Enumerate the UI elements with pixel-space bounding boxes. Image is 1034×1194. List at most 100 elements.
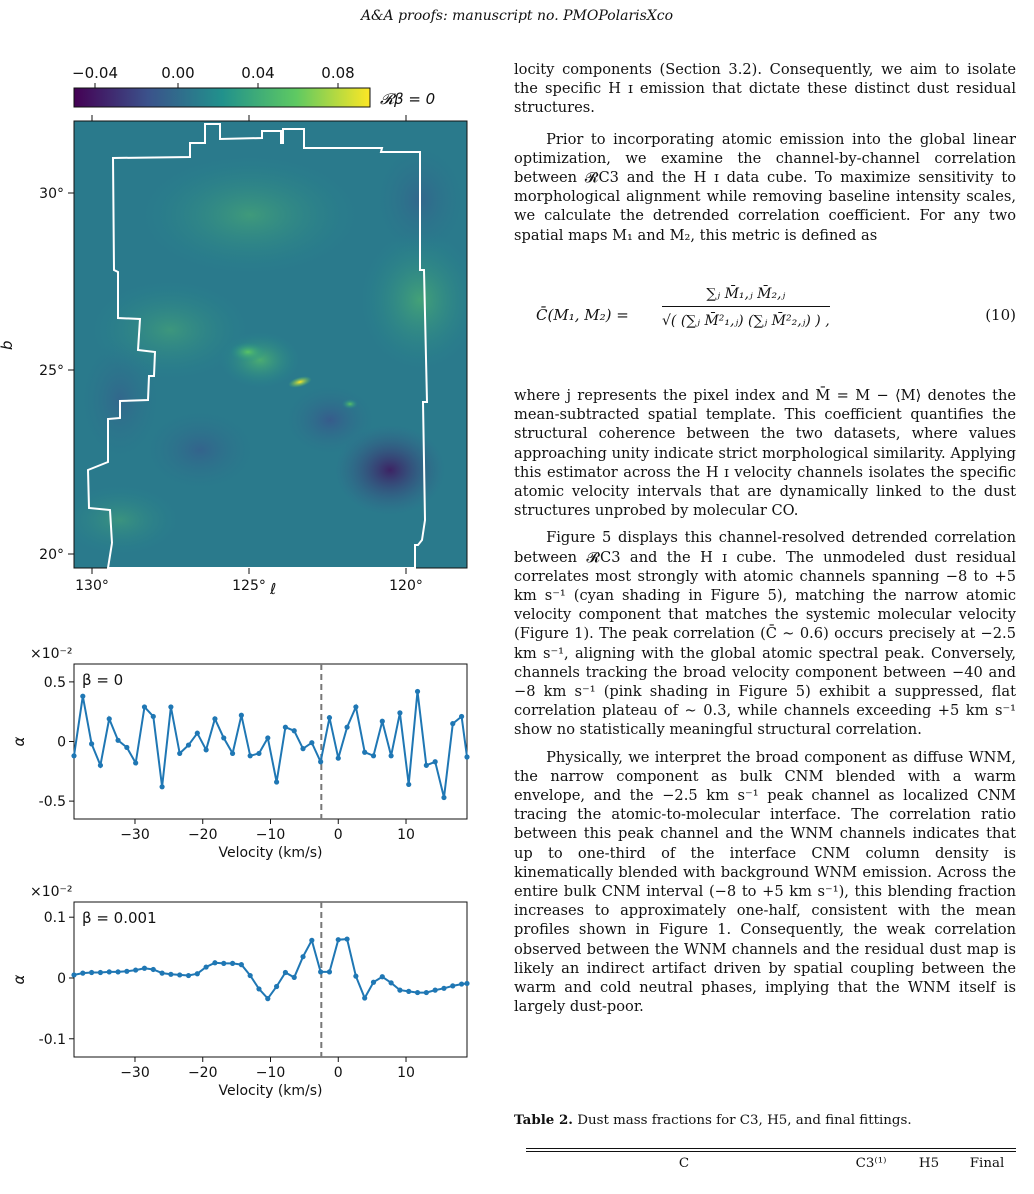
dust-residual-map [74,121,467,568]
eq-denominator: √( (∑ⱼ M̄²₁,ⱼ) (∑ⱼ M̄²₂,ⱼ) ) , [662,313,830,329]
alpha-point [106,969,112,975]
alpha-point [379,974,385,980]
eq-fraction: ∑ⱼ M̄₁,ⱼ M̄₂,ⱼ √( (∑ⱼ M̄²₁,ⱼ) (∑ⱼ M̄²₂,ⱼ… [662,282,830,329]
map-xlabel: ℓ [269,580,276,598]
table-col-0: C [678,1156,690,1171]
alpha-point [423,762,429,768]
alpha-point [273,779,280,785]
alpha-point [141,704,148,710]
x-axis-label: Velocity (km/s) [218,1083,322,1099]
alpha-point [326,969,333,975]
beta-annotation: β = 0.001 [82,909,157,927]
colorbar-tick-label: −0.04 [72,64,118,82]
y-tick-label: 0.1 [44,910,66,926]
alpha-chart-beta001: −30 −20 −10 0 10 0.1 0 -0.1 β = 0.001 ×10⁻² Veloci… [10,884,470,1099]
alpha-point [335,937,341,943]
alpha-point [441,985,447,991]
alpha-point [300,746,306,752]
alpha-point [141,965,148,971]
eq-number: (10) [985,306,1016,324]
para-intro: locity components (Section 3.2). Consequ… [514,61,1016,117]
x-tick-label: −30 [120,1065,150,1081]
alpha-point [344,724,350,730]
alpha-point [397,710,403,716]
table-caption-text: Dust mass fractions for C3, H5, and fina… [572,1113,912,1128]
alpha-point [168,971,174,977]
eq-lhs: C̄(M₁, M₂) = [536,306,629,324]
y-tick-label: -0.1 [39,1032,66,1048]
alpha-point [326,715,333,721]
alpha-point [71,972,77,978]
y-axis-label: α [10,974,28,984]
alpha-point [229,960,236,966]
alpha-point [150,966,156,973]
eq-numerator: ∑ⱼ M̄₁,ⱼ M̄₂,ⱼ [662,282,830,307]
beta-annotation: β = 0 [82,671,123,689]
alpha-point [291,728,297,734]
alpha-point [159,784,165,790]
alpha-point [414,688,421,695]
alpha-point [458,713,465,720]
map-y-tick-label: 20° [39,547,64,563]
alpha-point [212,716,218,722]
alpha-point [379,718,385,724]
para-figure5: Figure 5 displays this channel-resolved … [514,529,1016,739]
alpha-point [273,983,280,990]
alpha-point [221,960,227,966]
alpha-point [432,759,438,765]
alpha-point [115,969,121,975]
alpha-point [159,970,165,976]
alpha-point [106,716,112,722]
colorbar-tick-label: 0.00 [161,64,194,82]
alpha-point [168,704,174,710]
table-caption-label: Table 2. [514,1112,573,1128]
x-tick-label: 10 [397,1065,415,1081]
y-tick-label: 0 [57,735,66,751]
alpha-point [458,981,465,987]
table-caption: Table 2. Dust mass fractions for C3, H5,… [514,1112,912,1128]
alpha-point [441,794,447,801]
alpha-point [177,750,183,757]
y-tick-label: -0.5 [39,794,66,810]
alpha-point [150,713,156,720]
alpha-point [406,988,412,994]
para-method: Prior to incorporating atomic emission i… [514,130,1016,244]
map-x-tick-label: 125° [232,578,266,594]
alpha-point [353,973,359,979]
table-col-2: H5 [918,1156,940,1171]
alpha-point [406,781,412,788]
x-tick-label: −20 [188,827,218,843]
alpha-point [203,964,209,970]
alpha-point [388,753,394,759]
alpha-point [194,971,200,977]
scale-label: ×10⁻² [30,646,73,662]
alpha-point [97,969,104,976]
x-tick-label: 0 [334,827,343,843]
x-tick-label: −20 [188,1065,218,1081]
alpha-point [450,721,456,727]
alpha-point [370,979,377,985]
colorbar-tick-label: 0.08 [321,64,354,82]
survey-boundary [86,123,429,569]
alpha-point [124,744,130,751]
alpha-point [124,968,130,974]
x-tick-label: 0 [334,1065,343,1081]
alpha-point [344,936,350,942]
alpha-series-line [73,937,468,1001]
alpha-point [432,987,438,993]
alpha-point [388,980,394,986]
alpha-point [318,969,324,975]
alpha-point [203,747,209,753]
alpha-chart-beta0: −30 −20 −10 0 10 0.5 0 -0.5 β = 0 ×10⁻² Velocity (… [10,646,470,861]
x-tick-label: −10 [256,1065,286,1081]
y-axis-label: α [10,736,28,746]
running-head: A&A proofs: manuscript no. PMOPolarisXco [360,8,674,24]
scale-label: ×10⁻² [30,884,73,900]
alpha-point [353,704,359,710]
alpha-point [265,735,271,741]
table-top-rule [526,1148,1016,1152]
para-physical: Physically, we interpret the broad compo… [514,748,1016,1016]
alpha-point [194,730,200,736]
alpha-point [362,749,368,755]
x-tick-label: −10 [256,827,286,843]
